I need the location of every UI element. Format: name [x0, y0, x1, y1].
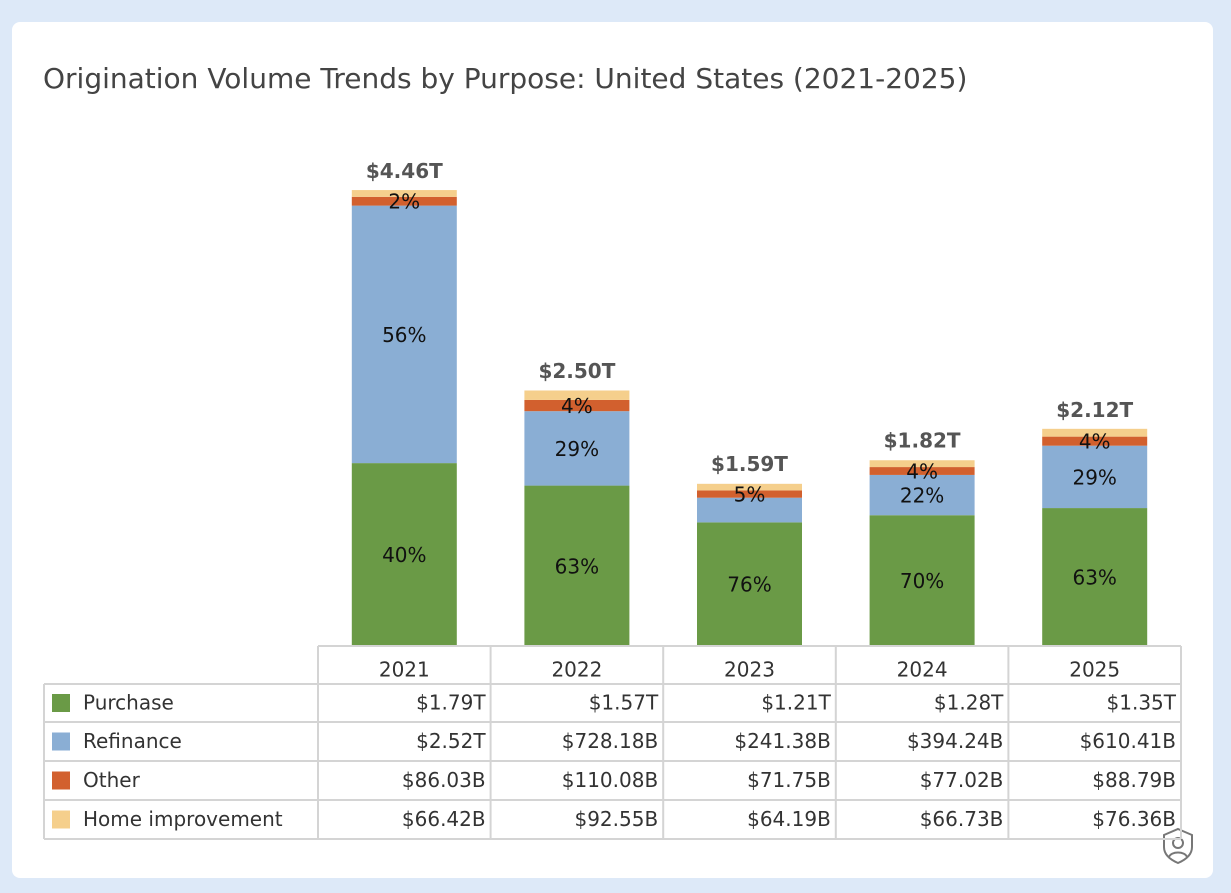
legend-swatch [52, 732, 70, 751]
percent-label: 40% [382, 543, 426, 567]
table-cell: $92.55B [574, 807, 658, 831]
table-cell: $77.02B [920, 768, 1004, 792]
bar-segment [1042, 508, 1148, 646]
table-cell: $66.42B [402, 807, 486, 831]
table-cell: $610.41B [1080, 729, 1176, 753]
percent-label: 29% [1072, 465, 1116, 489]
table-cell: $76.36B [1092, 807, 1176, 831]
percent-label: 70% [900, 569, 944, 593]
bar-segment [1042, 428, 1148, 437]
total-label: $2.12T [1056, 398, 1133, 422]
x-tick-label: 2022 [551, 658, 602, 682]
table-cell: $66.73B [920, 807, 1004, 831]
total-label: $1.82T [884, 429, 961, 453]
table-cell: $86.03B [402, 768, 486, 792]
percent-label: 4% [1079, 430, 1111, 454]
bar-segment [351, 463, 457, 646]
percent-label: 76% [727, 573, 771, 597]
bar-segment [697, 497, 802, 523]
bar-segment [1042, 436, 1148, 446]
table-cell: $1.57T [589, 691, 659, 715]
legend-swatch [52, 771, 70, 790]
percent-label: 22% [900, 484, 944, 508]
bar-segment [351, 190, 457, 197]
table-cell: $1.35T [1107, 691, 1177, 715]
table-cell: $71.75B [747, 768, 831, 792]
table-cell: $110.08B [562, 768, 658, 792]
x-tick-label: 2025 [1069, 658, 1120, 682]
percent-label: 5% [734, 483, 766, 507]
bar-segment [524, 390, 630, 400]
legend-label: Other [83, 768, 141, 792]
legend-label: Home improvement [83, 807, 283, 831]
x-tick-label: 2024 [897, 658, 948, 682]
bar-segment [869, 467, 975, 475]
table-cell: $394.24B [907, 729, 1003, 753]
legend-label: Refinance [83, 729, 182, 753]
table-cell: $88.79B [1092, 768, 1176, 792]
bar-segment [697, 483, 802, 491]
bar-segment [524, 485, 630, 646]
percent-label: 63% [555, 554, 599, 578]
table-cell: $728.18B [562, 729, 658, 753]
chart-title: Origination Volume Trends by Purpose: Un… [43, 62, 967, 95]
bar-segment [351, 196, 457, 206]
table-cell: $1.21T [761, 691, 831, 715]
total-label: $1.59T [711, 452, 788, 476]
table-cell: $1.28T [934, 691, 1004, 715]
legend-label: Purchase [83, 691, 174, 715]
table-cell: $1.79T [416, 691, 486, 715]
legend-swatch [52, 810, 70, 829]
bar-segment [697, 490, 802, 498]
percent-label: 2% [388, 190, 420, 214]
bar-segment [1042, 445, 1148, 509]
percent-label: 63% [1072, 566, 1116, 590]
total-label: $4.46T [366, 159, 443, 183]
x-tick-label: 2021 [379, 658, 430, 682]
bar-segment [869, 460, 975, 468]
x-tick-label: 2023 [724, 658, 775, 682]
total-label: $2.50T [538, 359, 615, 383]
percent-label: 4% [561, 394, 593, 418]
bar-segment [869, 474, 975, 516]
table-cell: $241.38B [734, 729, 830, 753]
table-cell: $64.19B [747, 807, 831, 831]
bar-segment [697, 522, 802, 646]
bar-segment [351, 205, 457, 464]
percent-label: 4% [906, 460, 938, 484]
percent-label: 56% [382, 323, 426, 347]
bar-segment [524, 399, 630, 412]
percent-label: 29% [555, 437, 599, 461]
legend-swatch [52, 694, 70, 712]
bar-segment [869, 515, 975, 646]
bar-segment [524, 411, 630, 486]
table-cell: $2.52T [416, 729, 486, 753]
